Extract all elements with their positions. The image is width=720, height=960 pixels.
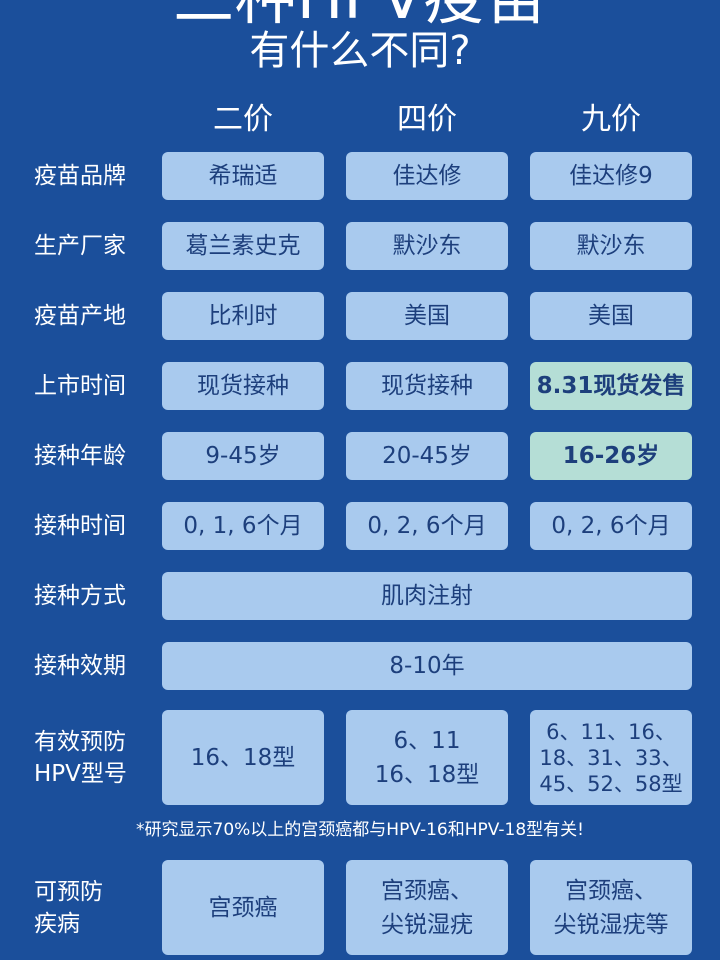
- text-line: 接种年龄: [34, 443, 126, 469]
- cell: 宫颈癌、 尖锐湿疣等: [530, 860, 692, 955]
- cell: 8-10年: [162, 642, 692, 690]
- cell: 20-45岁: [346, 432, 508, 480]
- text-line: 0, 2, 6个月: [551, 513, 671, 539]
- text-line: 美国: [588, 303, 634, 329]
- text-line: 疫苗产地: [34, 303, 126, 329]
- text-line: 16、18型: [190, 744, 296, 771]
- cell: 宫颈癌: [162, 860, 324, 955]
- text-line: 45、52、58型: [539, 771, 683, 796]
- cell: 6、11、16、 18、31、33、 45、52、58型: [530, 710, 692, 805]
- text-line: 20-45岁: [382, 443, 472, 469]
- row-label: 接种效期: [20, 642, 169, 690]
- cell: 16、18型: [162, 710, 324, 805]
- cell: 佳达修9: [530, 152, 692, 200]
- column-header: 二价: [213, 102, 273, 137]
- text-line: 16-26岁: [562, 443, 660, 469]
- text-line: HPV型号: [34, 760, 127, 787]
- text-line: 现货接种: [381, 373, 473, 399]
- text-line: 尖锐湿疣: [381, 911, 473, 938]
- text-line: 佳达修: [392, 163, 462, 189]
- cell: 现货接种: [346, 362, 508, 410]
- cell: 比利时: [162, 292, 324, 340]
- text-line: 上市时间: [34, 373, 126, 399]
- row-label: 接种年龄: [20, 432, 169, 480]
- cell: 美国: [346, 292, 508, 340]
- cell: 8.31现货发售: [530, 362, 692, 410]
- cell: 默沙东: [346, 222, 508, 270]
- row-label: 生产厂家: [20, 222, 169, 270]
- cell: 佳达修: [346, 152, 508, 200]
- text-line: 生产厂家: [34, 233, 126, 259]
- text-line: 有效预防: [34, 728, 126, 755]
- row-label: 疫苗品牌: [20, 152, 169, 200]
- text-line: 宫颈癌: [208, 894, 278, 921]
- text-line: 6、11、16、: [546, 719, 676, 744]
- text-line: 9-45岁: [205, 443, 281, 469]
- text-line: 6、11: [393, 727, 461, 754]
- text-line: 疫苗品牌: [34, 163, 126, 189]
- text-line: 8.31现货发售: [536, 373, 686, 399]
- row-label: 接种方式: [20, 572, 169, 620]
- cell: 0, 2, 6个月: [346, 502, 508, 550]
- text-line: 16、18型: [374, 761, 480, 788]
- text-line: 宫颈癌、: [565, 877, 657, 904]
- column-header: 九价: [581, 102, 641, 137]
- cell: 默沙东: [530, 222, 692, 270]
- cell: 16-26岁: [530, 432, 692, 480]
- cell: 葛兰素史克: [162, 222, 324, 270]
- text-line: 佳达修9: [569, 163, 653, 189]
- text-line: 接种方式: [34, 583, 126, 609]
- row-label: 疫苗产地: [20, 292, 169, 340]
- cell: 现货接种: [162, 362, 324, 410]
- text-line: 默沙东: [392, 233, 462, 259]
- subtitle: 有什么不同?: [249, 28, 471, 74]
- cell: 0, 1, 6个月: [162, 502, 324, 550]
- text-line: 疾病: [34, 910, 80, 937]
- cell: 美国: [530, 292, 692, 340]
- text-line: 比利时: [208, 303, 278, 329]
- column-header: 四价: [397, 102, 457, 137]
- row-label: 上市时间: [20, 362, 169, 410]
- cell: 9-45岁: [162, 432, 324, 480]
- text-line: 希瑞适: [208, 163, 278, 189]
- text-line: 0, 2, 6个月: [367, 513, 487, 539]
- cell: 宫颈癌、 尖锐湿疣: [346, 860, 508, 955]
- row-label: 可预防 疾病: [20, 860, 169, 955]
- text-line: 8-10年: [389, 653, 465, 679]
- text-line: 美国: [404, 303, 450, 329]
- text-line: 肌肉注射: [381, 583, 473, 609]
- cell: 希瑞适: [162, 152, 324, 200]
- footnote: *研究显示70%以上的宫颈癌都与HPV-16和HPV-18型有关!: [136, 820, 584, 840]
- text-line: 可预防: [34, 878, 103, 905]
- text-line: 现货接种: [197, 373, 289, 399]
- cell: 0, 2, 6个月: [530, 502, 692, 550]
- text-line: 18、31、33、: [539, 745, 683, 770]
- title: 三种HPV疫苗: [0, 0, 720, 32]
- text-line: 默沙东: [576, 233, 646, 259]
- text-line: 0, 1, 6个月: [183, 513, 303, 539]
- text-line: 接种效期: [34, 653, 126, 679]
- text-line: 尖锐湿疣等: [553, 911, 669, 938]
- row-label: 有效预防 HPV型号: [20, 710, 169, 805]
- cell: 肌肉注射: [162, 572, 692, 620]
- text-line: 接种时间: [34, 513, 126, 539]
- cell: 6、11 16、18型: [346, 710, 508, 805]
- row-label: 接种时间: [20, 502, 169, 550]
- text-line: 宫颈癌、: [381, 877, 473, 904]
- text-line: 葛兰素史克: [185, 233, 301, 259]
